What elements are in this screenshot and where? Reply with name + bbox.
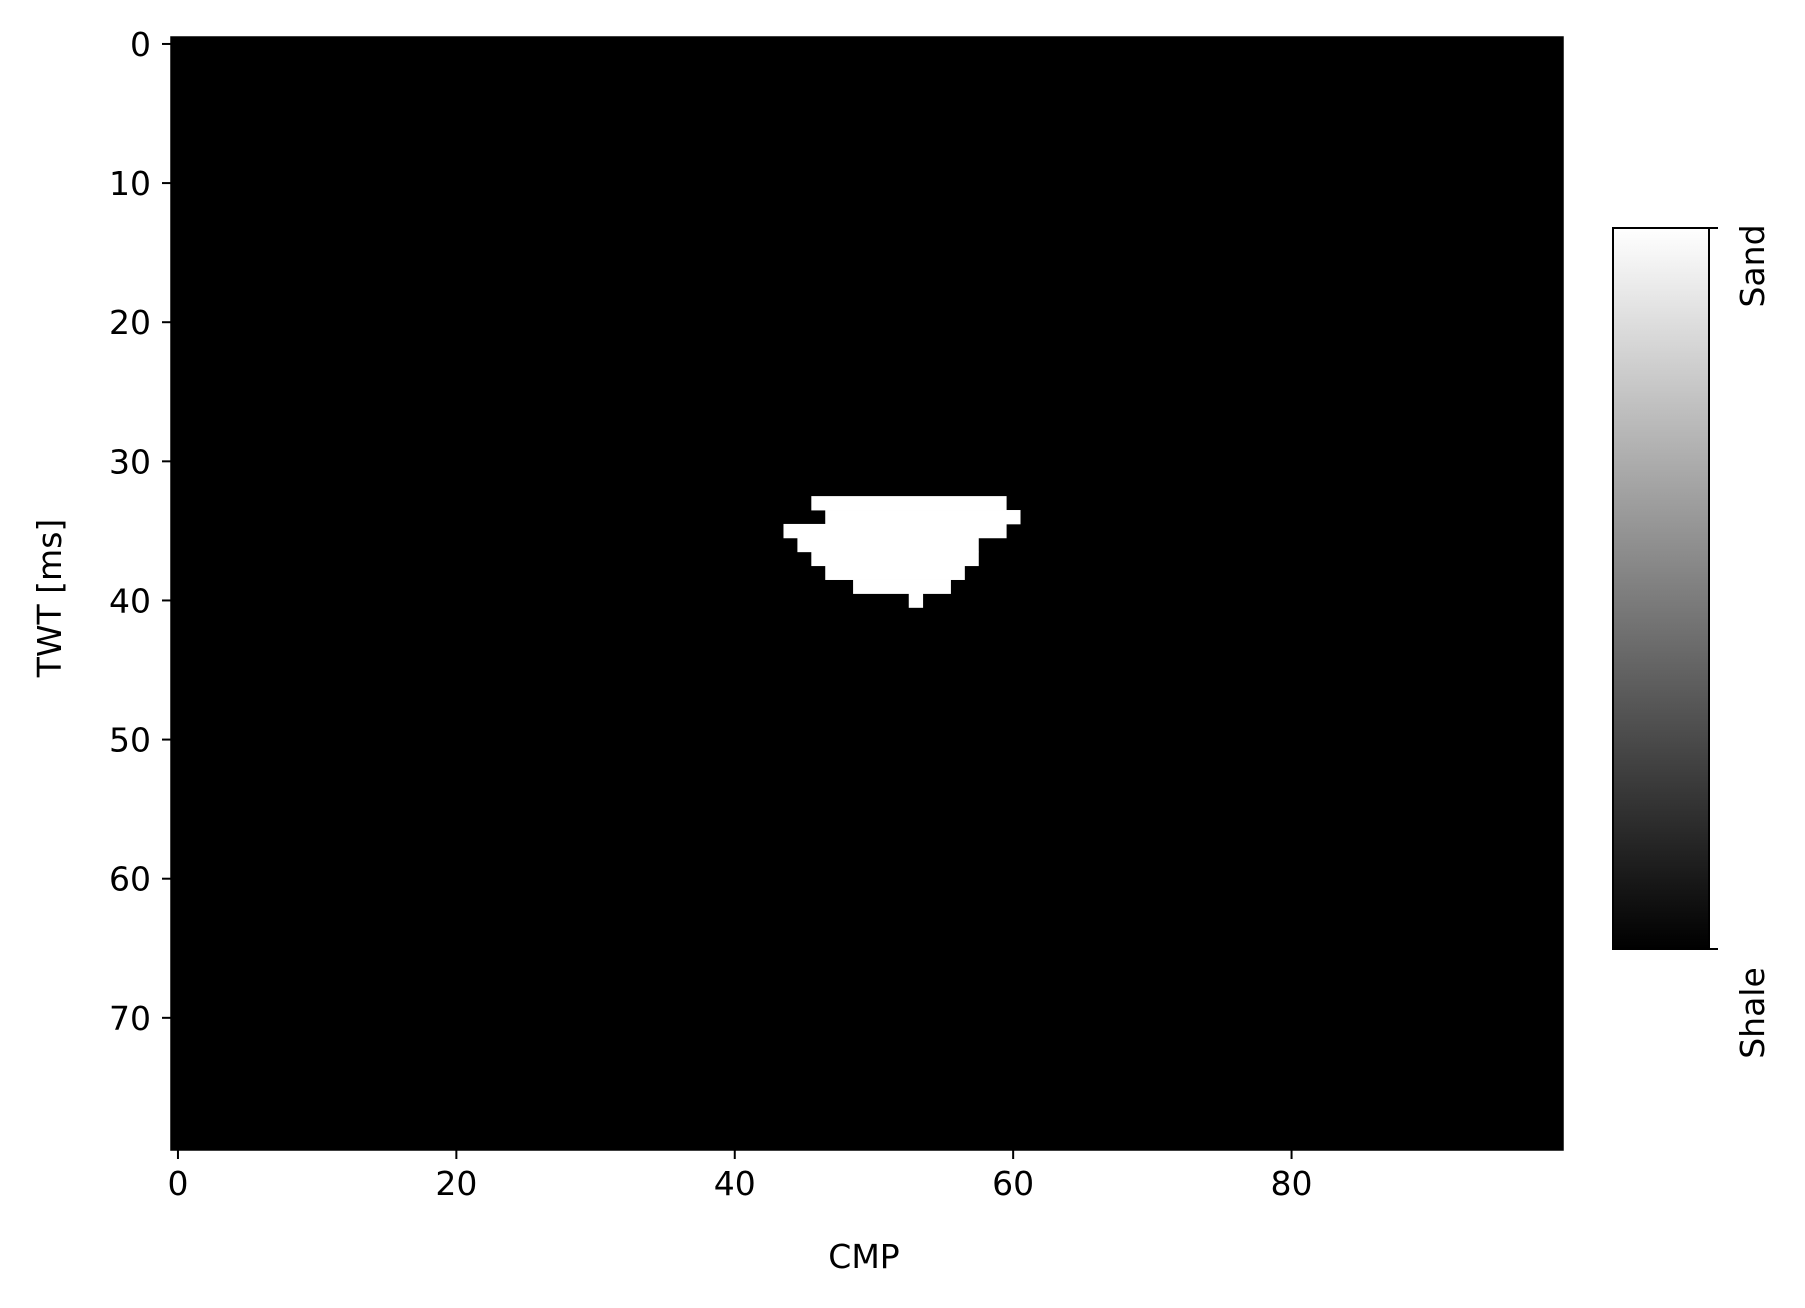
y-tick-label: 70 bbox=[109, 999, 151, 1038]
y-tick-label: 60 bbox=[109, 860, 151, 899]
plot-frame bbox=[170, 36, 1564, 1151]
sand-row-36 bbox=[797, 537, 979, 553]
plot-area bbox=[170, 36, 1564, 1151]
y-tick-label: 30 bbox=[109, 442, 151, 481]
y-tick-label: 40 bbox=[109, 581, 151, 620]
colorbar-gradient bbox=[1612, 227, 1710, 950]
x-tick-label: 40 bbox=[714, 1164, 756, 1203]
x-tick-label: 80 bbox=[1271, 1164, 1313, 1203]
y-tick-label: 0 bbox=[130, 25, 151, 64]
y-tick-label: 10 bbox=[109, 164, 151, 203]
sand-row-35 bbox=[783, 523, 1007, 539]
y-axis-label: TWT [ms] bbox=[30, 519, 69, 679]
colorbar: Sand Shale bbox=[1612, 224, 1772, 1059]
sand-row-34 bbox=[825, 510, 1021, 525]
sand-row-40 bbox=[908, 593, 924, 608]
y-tick-label: 50 bbox=[109, 721, 151, 760]
sand-row-39 bbox=[853, 579, 951, 594]
x-tick-label: 20 bbox=[435, 1164, 477, 1203]
sand-row-38 bbox=[825, 565, 965, 580]
x-axis-label: CMP bbox=[828, 1237, 899, 1276]
sand-row-33 bbox=[811, 496, 1007, 511]
x-tick-label: 0 bbox=[167, 1164, 188, 1203]
colorbar-label-sand: Sand bbox=[1733, 224, 1772, 307]
x-tick-label: 60 bbox=[992, 1164, 1034, 1203]
colorbar-label-shale: Shale bbox=[1733, 967, 1772, 1059]
sand-row-37 bbox=[811, 551, 979, 567]
y-tick-label: 20 bbox=[109, 303, 151, 342]
x-axis: 0 20 40 60 80 bbox=[167, 1150, 1313, 1203]
sand-body bbox=[783, 496, 1021, 608]
y-axis: 0 10 20 30 40 50 60 70 bbox=[109, 25, 171, 1038]
